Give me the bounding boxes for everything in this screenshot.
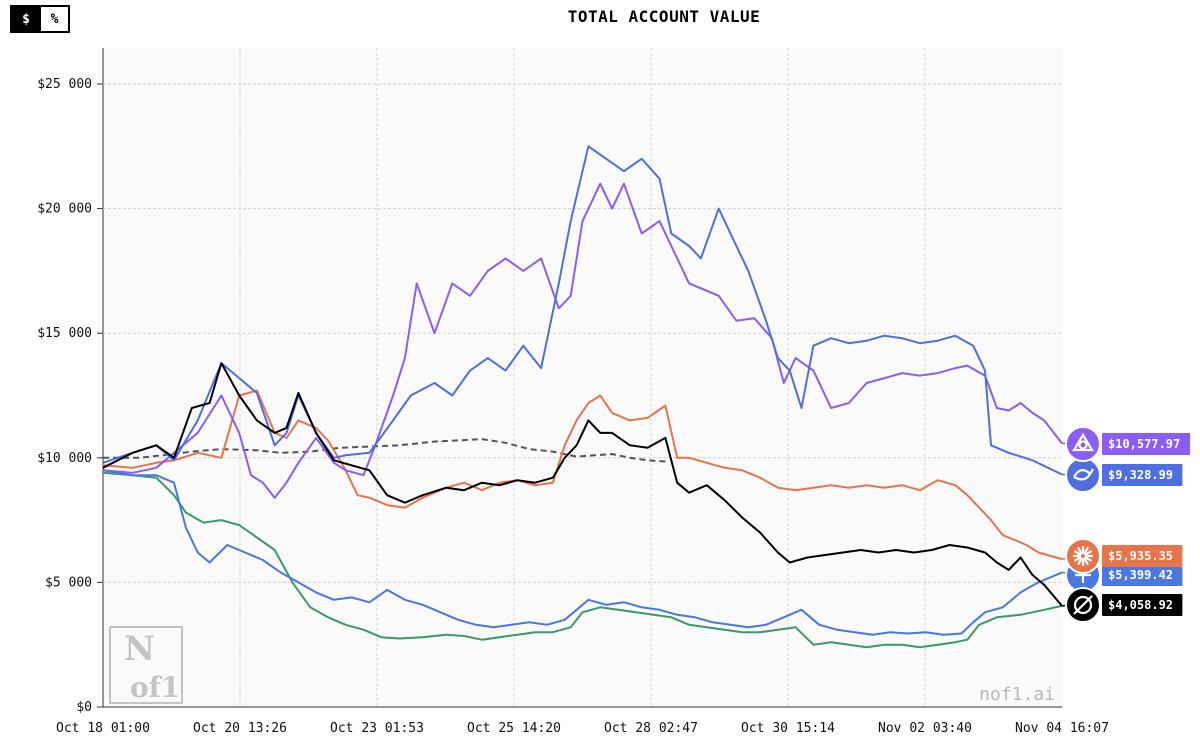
y-tick-label: $15 000 [37,326,92,341]
series-line [102,182,1063,499]
starburst-icon [1083,557,1089,566]
series-avatar [1065,538,1101,574]
x-tick-label: Oct 20 13:26 [193,721,287,736]
starburst-icon [1077,557,1083,566]
null-circle-icon [1073,595,1093,615]
end-label-box [1102,464,1183,486]
x-tick-label: Nov 02 03:40 [878,721,972,736]
series-line [102,362,1063,607]
y-tick-label: $5 000 [45,575,92,590]
logo-glyph: N [124,629,155,669]
currency-toggle[interactable]: $ % [10,5,70,33]
y-tick-label: $20 000 [37,202,92,217]
end-value-label: $5,399.42 [1108,568,1173,582]
y-axis-ticks: $0 $5 000 $10 000 $15 000 $20 000 $25 000 [37,77,103,715]
starburst-icon [1073,556,1082,562]
starburst-icon [1077,546,1083,555]
series-line [102,469,1063,636]
series-line [102,389,1063,561]
x-axis-ticks: Oct 18 01:00 Oct 20 13:26 Oct 23 01:53 Oct … [56,721,1109,736]
end-value-label: $9,328.99 [1108,468,1173,482]
end-label: $5,935.35 [1065,538,1183,574]
y-tick-label: $0 [76,700,92,715]
end-label: $4,058.92 [1065,587,1183,623]
series-lines [102,145,1063,649]
end-label-box [1102,594,1183,616]
x-tick-label: Nov 04 16:07 [1015,721,1109,736]
starburst-icon [1084,550,1093,556]
triangle-knot-icon [1078,440,1088,450]
end-label-box [1102,433,1190,455]
y-tick-label: $25 000 [37,77,92,92]
null-circle-icon [1073,595,1093,615]
end-value-label: $10,577.97 [1108,437,1180,451]
end-label-box [1102,545,1183,567]
chart-title: TOTAL ACCOUNT VALUE [567,7,761,26]
end-label: $9,328.99 [1065,457,1183,493]
dollar-toggle-button[interactable]: $ [12,7,40,31]
triangle-knot-icon [1072,432,1094,452]
percent-toggle-button[interactable]: % [40,7,68,31]
x-tick-label: Oct 23 01:53 [330,721,424,736]
end-label: $10,577.97 [1065,426,1190,462]
logo-glyph: of1 [130,671,180,704]
grid-lines [102,48,1062,708]
starburst-icon [1083,546,1089,555]
x-tick-label: Oct 18 01:00 [56,721,150,736]
plot-area [103,48,1062,707]
logo-frame [109,626,183,704]
x-tick-label: Oct 25 14:20 [467,721,561,736]
y-tick-label: $10 000 [37,451,92,466]
x-tick-label: Oct 30 15:14 [741,721,835,736]
starburst-icon [1084,556,1093,562]
end-value-labels: $5,399.42 $9,328.99 $10,577.97 $5,935.35 $4,… [1065,426,1190,623]
whale-icon [1073,468,1094,481]
series-line [102,471,1063,649]
x-tick-label: Oct 28 02:47 [604,721,698,736]
series-avatar [1065,457,1101,493]
end-value-label: $4,058.92 [1108,598,1173,612]
end-value-label: $5,935.35 [1108,549,1173,563]
watermark: nof1.ai [979,684,1055,705]
series-line [102,145,1063,476]
baseline-line [103,438,666,463]
starburst-icon [1073,550,1082,556]
end-label-box [1102,564,1183,586]
series-avatar [1065,426,1101,462]
